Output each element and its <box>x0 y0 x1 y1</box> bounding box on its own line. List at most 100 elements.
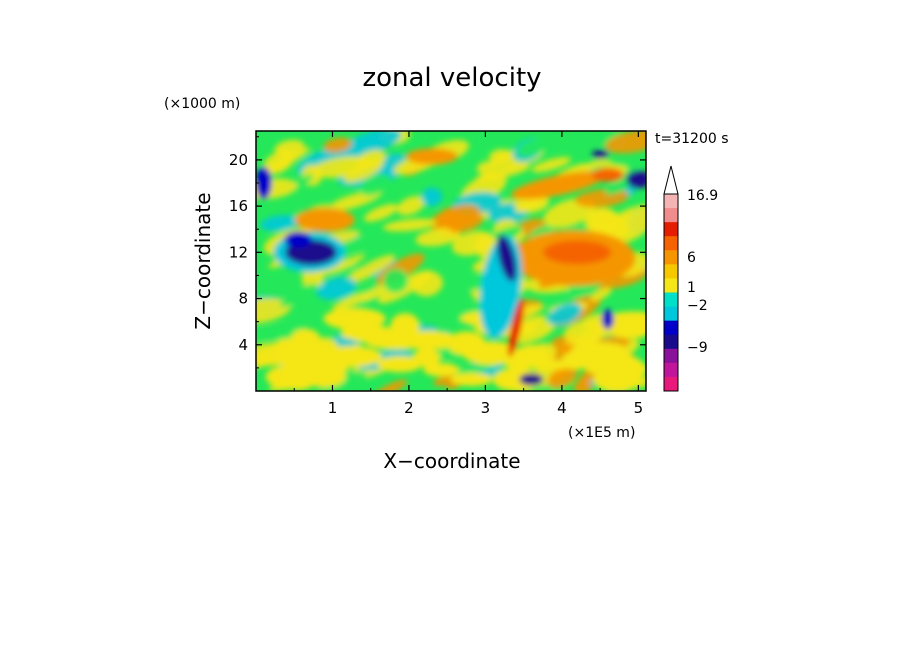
y-tick-label: 8 <box>238 290 248 308</box>
contour-blob <box>256 297 292 324</box>
contour-blob <box>316 277 357 300</box>
contour-blob <box>260 215 300 232</box>
contour-blob <box>447 331 486 357</box>
contour-blob <box>383 218 437 232</box>
positive-region <box>294 207 355 232</box>
contour-blob <box>383 268 409 294</box>
colorbar-swatch <box>664 194 678 209</box>
colorbar-label: 1 <box>687 280 696 296</box>
contour-blob <box>260 147 311 177</box>
contour-blob <box>397 330 461 350</box>
colorbar-swatch <box>664 376 678 392</box>
contour-blob <box>340 329 401 341</box>
contour-blob <box>509 320 555 345</box>
positive-core <box>543 240 612 265</box>
y-axis-label: Z−coordinate <box>191 192 215 329</box>
contour-blob <box>588 324 640 335</box>
x-tick-label: 2 <box>404 399 414 417</box>
contour-blob <box>605 131 646 154</box>
contour-blob <box>451 373 482 385</box>
contour-blob <box>516 137 550 157</box>
contour-blob <box>590 287 612 302</box>
time-label: t=31200 s <box>655 131 729 147</box>
negative-core <box>519 373 544 386</box>
contour-blob <box>377 355 423 373</box>
positive-band <box>511 171 606 200</box>
contour-blob <box>265 365 309 388</box>
contour-blob <box>344 254 396 285</box>
contour-blob <box>573 378 594 391</box>
y-tick-label: 12 <box>229 243 248 261</box>
contour-blob <box>390 313 420 338</box>
colorbar-swatch <box>664 222 678 237</box>
x-tick-label: 4 <box>557 399 567 417</box>
contour-blob <box>280 283 318 308</box>
colorbar-swatch <box>664 348 678 364</box>
contour-blob <box>547 365 578 389</box>
colorbar-swatch <box>664 320 678 336</box>
colorbar-frame <box>663 193 679 392</box>
contour-blob <box>357 150 387 167</box>
contour-blob <box>530 359 570 371</box>
contour-blob <box>323 307 386 330</box>
contour-blob <box>397 196 426 216</box>
contour-blob <box>315 254 366 278</box>
chart-title: zonal velocity <box>362 63 541 93</box>
negative-core <box>284 231 313 248</box>
contour-blob <box>448 361 500 377</box>
contour-blob <box>359 173 392 196</box>
contour-blob <box>415 227 461 247</box>
contour-blob <box>421 187 443 207</box>
y-tick-label: 4 <box>238 336 248 354</box>
contour-blob <box>440 204 481 228</box>
y-tick-label: 16 <box>229 197 248 215</box>
contour-blob <box>531 157 571 173</box>
contour-blob <box>451 231 494 256</box>
x-tick-label: 3 <box>481 399 491 417</box>
positive-core <box>508 298 524 357</box>
plot-frame <box>255 130 647 392</box>
colorbar-label: 6 <box>687 250 696 266</box>
y-axis: 4 8 12 16 20 <box>229 136 646 369</box>
colorbar-label: −2 <box>687 298 708 314</box>
positive-region <box>405 148 458 165</box>
negative-core <box>626 170 646 189</box>
positive-core <box>591 167 624 182</box>
x-axis: 1 2 3 4 5 <box>293 131 644 417</box>
contour-blob <box>363 203 399 222</box>
y-tick-label: 20 <box>229 151 248 169</box>
contour-blob <box>331 292 371 311</box>
colorbar-swatch <box>664 334 678 350</box>
contour-blob <box>616 359 646 379</box>
contour-blob <box>411 271 443 297</box>
colorbar-label: −9 <box>687 340 708 356</box>
colorbar-swatch <box>664 208 678 223</box>
colorbar-arrow <box>663 165 679 195</box>
x-tick-label: 5 <box>634 399 644 417</box>
contour-blob <box>301 268 324 289</box>
contour-blob <box>373 379 408 391</box>
colorbar-label: 16.9 <box>687 188 718 204</box>
contour-blob <box>603 211 646 246</box>
negative-core <box>256 167 272 199</box>
contour-blob <box>323 137 352 153</box>
contour-blob <box>489 149 511 163</box>
colorbar-swatch <box>664 292 678 308</box>
colorbar: 16.9 6 1 −2 −9 <box>663 165 718 392</box>
contour-blob <box>423 362 460 377</box>
colorbar-swatch <box>664 362 678 378</box>
negative-core <box>601 309 614 330</box>
colorbar-swatch <box>664 278 678 293</box>
x-axis-label: X−coordinate <box>383 449 520 473</box>
plot-field <box>256 131 646 391</box>
y-unit-label: (×1000 m) <box>164 96 240 112</box>
negative-core <box>592 150 609 159</box>
contour-blob <box>303 358 350 376</box>
colorbar-swatch <box>664 306 678 322</box>
contour-blob <box>340 131 402 158</box>
negative-core <box>497 234 517 282</box>
colorbar-swatch <box>664 236 678 251</box>
colorbar-swatch <box>664 250 678 265</box>
x-tick-label: 1 <box>328 399 338 417</box>
contour-blob <box>547 302 582 326</box>
